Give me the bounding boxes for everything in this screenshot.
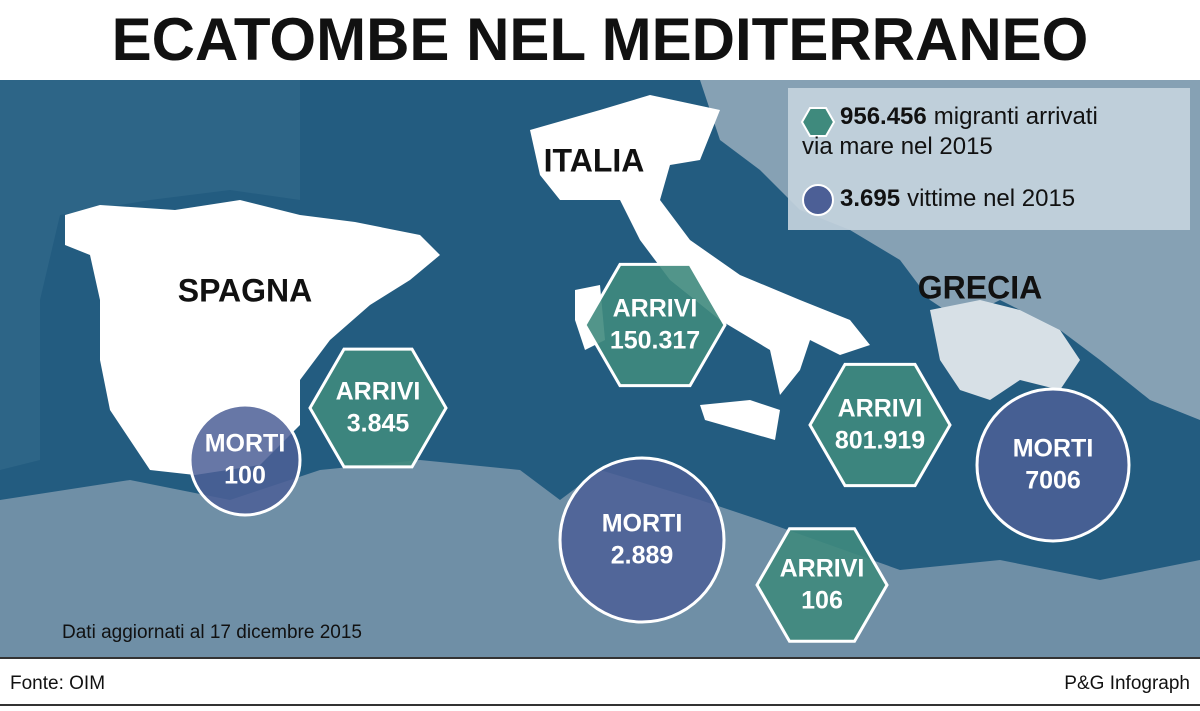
- arrivals-hexagon: [808, 362, 952, 488]
- marker-kind: MORTI: [602, 510, 683, 538]
- country-label: ITALIA: [544, 142, 645, 178]
- marker-value: 2.889: [611, 542, 674, 570]
- legend-line: vittime nel 2015: [907, 185, 1075, 212]
- legend-text: 956.456 migranti arrivati via mare nel 201…: [802, 103, 1098, 160]
- legend-value: 3.695: [840, 185, 900, 212]
- deaths-circle: [188, 403, 302, 517]
- marker-value: 106: [801, 587, 843, 615]
- legend: [788, 88, 1190, 230]
- legend-text: 3.695 vittime nel 2015: [840, 185, 1075, 212]
- spain: [65, 200, 440, 475]
- title: ECATOMBE NEL MEDITERRANEO: [112, 6, 1089, 73]
- marker-kind: MORTI: [1013, 435, 1094, 463]
- sicily: [700, 400, 780, 440]
- marker-kind: ARRIVI: [336, 378, 421, 406]
- update-note: Dati aggiornati al 17 dicembre 2015: [62, 622, 362, 643]
- legend-hexagon: [800, 107, 836, 137]
- country-label: SPAGNA: [178, 272, 313, 308]
- legend-circle: [802, 184, 834, 216]
- marker-value: 100: [224, 462, 266, 490]
- deaths-circle: [558, 456, 726, 624]
- marker-kind: MORTI: [205, 430, 286, 458]
- legend-line: via mare nel 2015: [802, 133, 993, 160]
- country-label: GRECIA: [918, 269, 1042, 305]
- source: Fonte: OIM: [10, 673, 105, 694]
- legend-box: [788, 88, 1190, 230]
- deaths-circle: [975, 387, 1131, 543]
- marker-value: 7006: [1025, 467, 1081, 495]
- legend-value: 956.456: [840, 103, 927, 130]
- marker-kind: ARRIVI: [613, 295, 698, 323]
- marker-value: 3.845: [347, 410, 410, 438]
- marker-kind: ARRIVI: [780, 555, 865, 583]
- italy: [530, 95, 870, 395]
- marker-value: 801.919: [835, 427, 925, 455]
- legend-line: migranti arrivati: [934, 103, 1098, 130]
- arrivals-hexagon: [308, 347, 448, 469]
- arrivals-hexagon: [583, 262, 727, 388]
- marker-kind: ARRIVI: [838, 395, 923, 423]
- marker-value: 150.317: [610, 327, 700, 355]
- arrivals-hexagon: [755, 527, 889, 643]
- credit: P&G Infograph: [1064, 673, 1190, 694]
- greece: [930, 300, 1080, 400]
- ocean: [0, 80, 300, 470]
